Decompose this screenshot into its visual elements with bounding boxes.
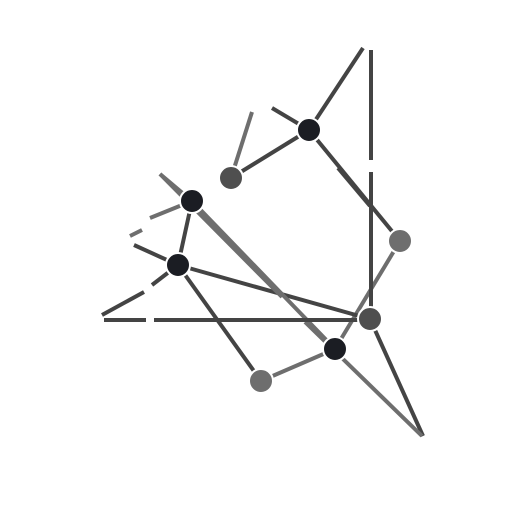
edge-segment-11 <box>129 228 143 238</box>
edge-e7 <box>177 263 371 321</box>
edge-segment-1 <box>307 46 365 132</box>
edge-e4 <box>176 263 263 383</box>
node-n1 <box>296 117 322 143</box>
node-n3 <box>179 188 205 214</box>
node-n4 <box>165 252 191 278</box>
edge-e2 <box>229 128 311 180</box>
edge-e8 <box>190 199 337 351</box>
edge-e6 <box>333 239 402 351</box>
edge-segment-17 <box>336 166 372 208</box>
node-n7 <box>322 336 348 362</box>
edge-segment-8 <box>158 172 284 299</box>
edge-segment-14 <box>101 290 145 317</box>
node-n2 <box>218 165 244 191</box>
nodes-layer <box>165 117 413 394</box>
edge-e5 <box>260 347 336 383</box>
node-n6 <box>357 306 383 332</box>
node-n5 <box>387 228 413 254</box>
node-n8 <box>248 368 274 394</box>
edge-segment-5 <box>368 318 425 437</box>
edge-segment-9 <box>303 320 424 438</box>
edges-layer <box>101 46 425 438</box>
